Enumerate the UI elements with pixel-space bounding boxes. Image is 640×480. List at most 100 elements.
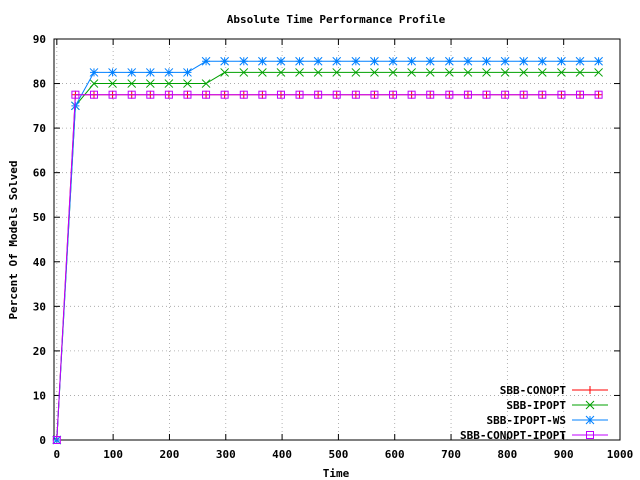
legend-marker — [586, 431, 594, 439]
x-tick-label: 400 — [272, 448, 292, 461]
data-point — [537, 56, 547, 66]
y-tick-label: 60 — [33, 167, 46, 180]
y-tick-label: 90 — [33, 33, 46, 46]
data-point — [220, 68, 229, 77]
legend-label: SBB-CONOPT — [500, 384, 567, 397]
data-point — [519, 90, 528, 99]
y-tick-label: 40 — [33, 256, 46, 269]
data-point — [332, 68, 342, 77]
data-point — [538, 90, 547, 99]
data-point — [463, 90, 472, 99]
y-axis-label: Percent Of Models Solved — [7, 161, 20, 320]
data-point — [482, 56, 491, 66]
data-point — [425, 56, 435, 66]
data-point — [108, 68, 117, 77]
data-point — [445, 90, 454, 99]
data-point — [127, 79, 137, 88]
plot-frame — [53, 38, 621, 441]
legend-label: SBB-CONOPT-IPOPT — [460, 429, 566, 442]
data-point — [313, 56, 323, 66]
data-point — [295, 90, 304, 99]
data-point — [258, 56, 267, 66]
data-point — [239, 56, 249, 66]
series-sbb-conopt-ipopt — [52, 90, 603, 444]
data-point — [276, 68, 286, 77]
chart-title: Absolute Time Performance Profile — [227, 13, 446, 26]
data-point — [220, 90, 229, 99]
grid — [54, 38, 621, 441]
data-point — [314, 90, 323, 99]
series-sbb-ipopt-ws — [52, 56, 603, 445]
data-point — [594, 68, 603, 77]
data-point — [145, 79, 155, 88]
x-tick-label: 900 — [554, 448, 574, 461]
x-tick-label: 300 — [216, 448, 236, 461]
y-tick-label: 70 — [33, 122, 46, 135]
y-tick-label: 0 — [39, 434, 46, 447]
data-point — [407, 56, 416, 66]
data-point — [239, 90, 248, 99]
data-point — [202, 90, 211, 99]
data-point — [52, 435, 62, 445]
legend-label: SBB-IPOPT-WS — [487, 414, 566, 427]
data-point — [351, 56, 361, 66]
data-point — [388, 68, 398, 77]
data-point — [500, 56, 510, 66]
data-point — [463, 56, 473, 66]
x-axis-ticks: 0 100 200 300 400 500 600 700 800 900 1000 — [54, 39, 634, 461]
data-point — [239, 68, 249, 77]
data-point — [164, 79, 174, 88]
data-point — [183, 79, 192, 88]
legend-item: SBB-CONOPT — [500, 384, 608, 397]
data-point — [575, 56, 585, 66]
data-point — [295, 68, 304, 77]
data-point — [594, 56, 603, 66]
data-point — [313, 68, 323, 77]
data-point — [575, 68, 585, 77]
data-point — [89, 90, 98, 99]
data-point — [108, 79, 117, 88]
data-point — [519, 68, 529, 77]
data-point — [351, 68, 361, 77]
data-point — [370, 56, 379, 66]
data-point — [482, 68, 491, 77]
data-point — [164, 68, 174, 77]
data-point — [389, 90, 398, 99]
x-tick-label: 700 — [441, 448, 461, 461]
y-tick-label: 50 — [33, 211, 46, 224]
data-point — [594, 90, 603, 99]
data-point — [500, 68, 510, 77]
data-point — [445, 56, 454, 66]
data-point — [482, 90, 491, 99]
legend-label: SBB-IPOPT — [506, 399, 566, 412]
x-tick-label: 1000 — [607, 448, 634, 461]
data-point — [89, 79, 99, 88]
data-point — [332, 56, 342, 66]
data-point — [407, 68, 416, 77]
data-point — [501, 90, 510, 99]
legend-marker — [586, 386, 594, 394]
data-point — [576, 90, 585, 99]
data-point — [276, 56, 286, 66]
legend: SBB-CONOPT SBB-IPOPT SBB-IPOPT-WS SBB-CONOP… — [460, 384, 608, 442]
data-point — [164, 90, 173, 99]
x-tick-label: 200 — [160, 448, 180, 461]
data-point — [445, 68, 454, 77]
data-point — [351, 90, 360, 99]
data-point — [71, 101, 80, 111]
data-point — [127, 68, 137, 77]
y-tick-label: 20 — [33, 345, 46, 358]
data-point — [183, 68, 192, 77]
legend-marker — [585, 415, 595, 425]
legend-marker — [585, 400, 595, 410]
data-point — [519, 56, 529, 66]
data-point — [557, 90, 566, 99]
data-point — [201, 79, 211, 88]
x-tick-label: 600 — [385, 448, 405, 461]
x-tick-label: 800 — [497, 448, 517, 461]
data-point — [183, 90, 192, 99]
data-point — [370, 68, 379, 77]
data-point — [108, 90, 117, 99]
x-axis-label: Time — [323, 467, 350, 480]
